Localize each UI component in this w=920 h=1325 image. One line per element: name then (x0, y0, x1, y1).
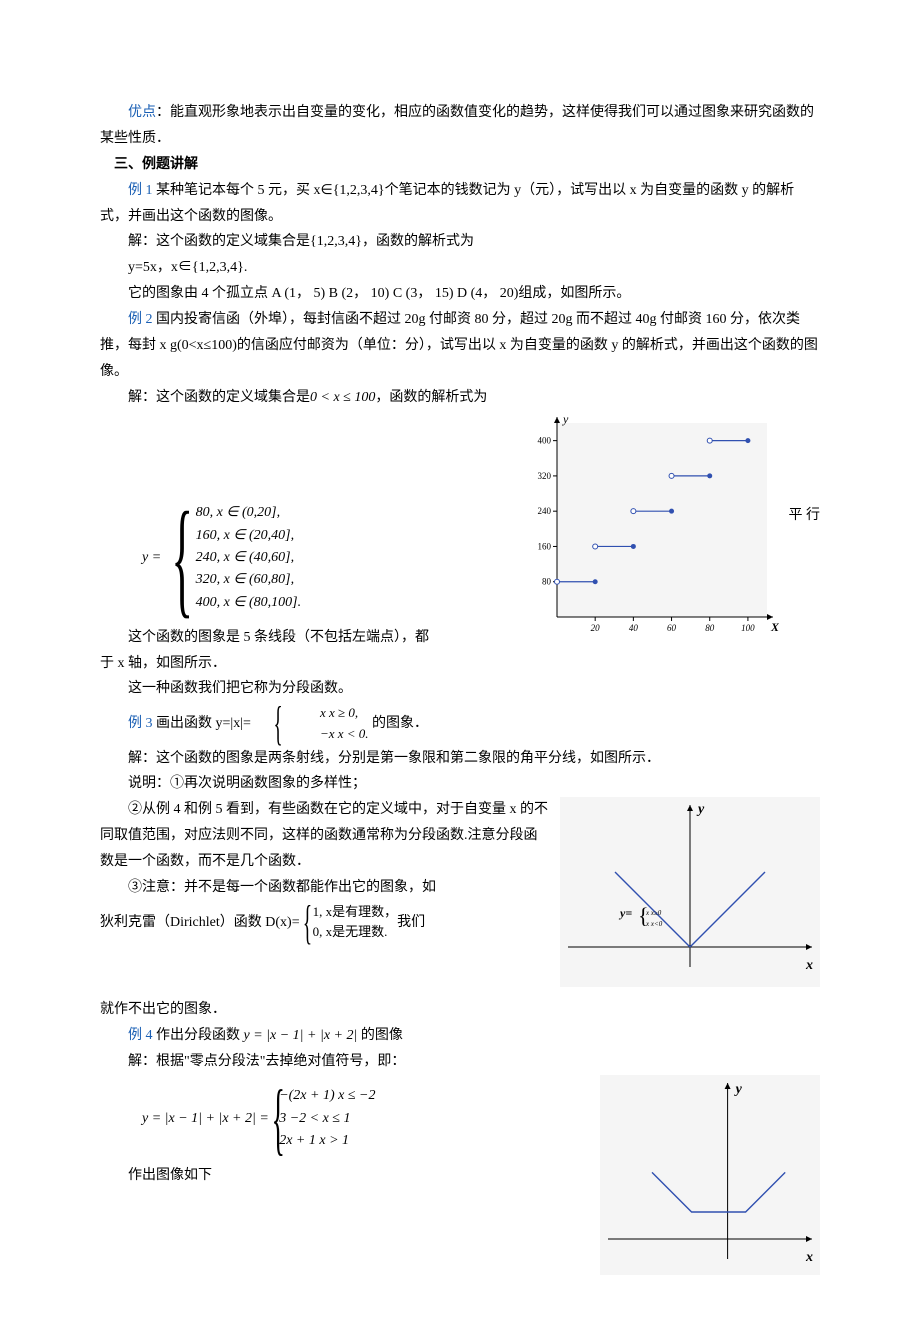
svg-text:80: 80 (705, 623, 715, 633)
brace-icon: { (303, 901, 312, 944)
ex3-note3a: ③注意：并不是每一个函数都能作出它的图象，如 (100, 875, 550, 901)
ex1-sol-intro: 解：这个函数的定义域集合是{1,2,3,4}，函数的解析式为 (100, 229, 820, 255)
ex2-text: 国内投寄信函（外埠），每封信函不超过 20g 付邮资 80 分，超过 20g 而… (100, 312, 818, 379)
ex3-text-a: 画出函数 y=|x|= (153, 716, 251, 731)
ex2-y-eq: y = (142, 545, 161, 571)
ex1-text: 某种笔记本每个 5 元，买 x∈{1,2,3,4}个笔记本的钱数记为 y（元），… (100, 183, 794, 224)
ex2-math-and-chart: y = { 80, x ∈ (0,20], 160, x ∈ (20,40], … (100, 411, 820, 651)
ex4-text-b: 的图像 (357, 1028, 403, 1043)
ex4-paragraph: 例 4 作出分段函数 y = |x − 1| + |x + 2| 的图像 (100, 1023, 820, 1049)
ex2-case-5: 400, x ∈ (80,100]. (196, 592, 302, 614)
ex2-note2: 这一种函数我们把它称为分段函数。 (100, 676, 820, 702)
svg-text:100: 100 (741, 623, 755, 633)
ex2-case-1: 80, x ∈ (0,20], (196, 502, 302, 524)
ex2-domain: 0 < x ≤ 100 (310, 390, 375, 405)
ex2-case-2: 160, x ∈ (20,40], (196, 525, 302, 547)
ex3-d-cases: 1, x是有理数， 0, x是无理数. (313, 902, 398, 944)
svg-text:400: 400 (537, 435, 551, 445)
ex3-sol: 解：这个函数的图象是两条射线，分别是第一象限和第二象限的角平分线，如图所示． (100, 746, 820, 772)
ex1-formula: y=5x，x∈{1,2,3,4}. (100, 255, 820, 281)
brace-icon: { (171, 500, 193, 617)
abs-chart: yxy={x x≥0x x<0 (560, 797, 820, 987)
ex1-paragraph: 例 1 某种笔记本每个 5 元，买 x∈{1,2,3,4}个笔记本的钱数记为 y… (100, 178, 820, 230)
ex4-text: 作出分段函数 (153, 1028, 241, 1043)
ex2-piecewise: y = { 80, x ∈ (0,20], 160, x ∈ (20,40], … (142, 500, 509, 617)
ex3-note-intro: 说明：①再次说明函数图象的多样性； (100, 771, 820, 797)
ex4-lhs: y = |x − 1| + |x + 2| = (142, 1106, 269, 1132)
svg-text:240: 240 (537, 506, 551, 516)
ex4-cases: −(2x + 1) x ≤ −2 3 −2 < x ≤ 1 2x + 1 x >… (279, 1085, 375, 1152)
ex3-case-top: x x ≥ 0, (292, 703, 369, 724)
svg-text:y: y (734, 1082, 743, 1097)
section-title: 三、例题讲解 (100, 152, 820, 178)
svg-text:60: 60 (667, 623, 677, 633)
ex2-sol-intro-line: 解：这个函数的定义域集合是0 < x ≤ 100，函数的解析式为 (100, 385, 820, 411)
svg-text:80: 80 (542, 576, 552, 586)
ex2-label: 例 2 (128, 312, 153, 327)
intro-paragraph: 优点：能直观形象地表示出自变量的变化，相应的函数值变化的趋势，这样使得我们可以通… (100, 100, 820, 152)
ex3-label: 例 3 (128, 716, 153, 731)
ex4-expr: y = |x − 1| + |x + 2| (244, 1028, 358, 1043)
ex3-d-top: 1, x是有理数， (313, 902, 398, 923)
ex4-tail: 作出图像如下 (100, 1163, 590, 1189)
svg-text:x x<0: x x<0 (645, 920, 663, 928)
svg-text:y: y (696, 802, 705, 817)
ex3-case-bot: −x x < 0. (292, 724, 369, 745)
ex2-note1c: 于 x 轴，如图所示． (100, 651, 820, 677)
ex4-piecewise: y = |x − 1| + |x + 2| = { −(2x + 1) x ≤ … (142, 1083, 590, 1155)
svg-text:x: x (805, 958, 813, 973)
ex2-cases: 80, x ∈ (0,20], 160, x ∈ (20,40], 240, x… (196, 502, 302, 614)
ex4-case-3: 2x + 1 x > 1 (279, 1130, 375, 1152)
step-chart: 20 40 60 80 100 80 160 240 320 400 Xy (519, 411, 779, 641)
ex2-note1a: 这个函数的图象是 5 条线段（不包括左端点），都 (100, 625, 429, 651)
ex3-note3b: 狄利克雷（Dirichlet）函数 D(x)= (100, 915, 300, 930)
ex4-case-2: 3 −2 < x ≤ 1 (279, 1108, 375, 1130)
svg-text:40: 40 (628, 623, 638, 633)
ex3-notes-and-chart: ②从例 4 和例 5 看到，有些函数在它的定义域中，对于自变量 x 的不同取值范… (100, 797, 820, 997)
ex3-d-bot: 0, x是无理数. (313, 922, 398, 943)
ex2-sol-intro: 解：这个函数的定义域集合是 (128, 390, 310, 405)
ex4-label: 例 4 (128, 1028, 153, 1043)
ex3-note3c: 我们 (397, 915, 425, 930)
ex1-label: 例 1 (128, 183, 153, 198)
intro-label: 优点 (128, 105, 156, 120)
svg-text:160: 160 (537, 541, 551, 551)
svg-text:320: 320 (537, 471, 551, 481)
ex4-math-and-chart: y = |x − 1| + |x + 2| = { −(2x + 1) x ≤ … (100, 1075, 820, 1285)
ex4-case-1: −(2x + 1) x ≤ −2 (279, 1085, 375, 1107)
intro-text: ：能直观形象地表示出自变量的变化，相应的函数值变化的趋势，这样使得我们可以通过图… (100, 105, 814, 146)
ex2-note1b: 平 行 (789, 508, 821, 523)
ex3-note3d: 就作不出它的图象． (100, 997, 820, 1023)
ex3-text-b: 的图象． (369, 716, 429, 731)
ex2-case-3: 240, x ∈ (40,60], (196, 547, 302, 569)
svg-text:y=: y= (618, 906, 632, 920)
ex2-note1-row: 这个函数的图象是 5 条线段（不包括左端点），都 (100, 625, 509, 651)
ex1-points: 它的图象由 4 个孤立点 A (1， 5) B (2， 10) C (3， 15… (100, 281, 820, 307)
ex3-note2: ②从例 4 和例 5 看到，有些函数在它的定义域中，对于自变量 x 的不同取值范… (100, 797, 550, 875)
ex3-dirichlet: 狄利克雷（Dirichlet）函数 D(x)={ 1, x是有理数， 0, x是… (100, 901, 550, 944)
ex4-sol-intro: 解：根据"零点分段法"去掉绝对值符号，即： (100, 1049, 820, 1075)
piecewise-chart: yx (600, 1075, 820, 1275)
svg-text:X: X (770, 620, 779, 634)
ex2-case-4: 320, x ∈ (60,80], (196, 569, 302, 591)
svg-text:x: x (805, 1250, 813, 1265)
svg-text:x x≥0: x x≥0 (645, 909, 662, 917)
brace-icon: { (262, 702, 282, 745)
ex3-cases: x x ≥ 0, −x x < 0. (292, 703, 369, 745)
ex3-paragraph: 例 3 画出函数 y=|x|= { x x ≥ 0, −x x < 0. 的图象． (100, 702, 820, 745)
brace-icon: { (271, 1083, 284, 1155)
svg-text:y: y (562, 412, 569, 426)
svg-text:20: 20 (590, 623, 600, 633)
ex2-sol-intro-tail: ，函数的解析式为 (375, 390, 487, 405)
ex2-paragraph: 例 2 国内投寄信函（外埠），每封信函不超过 20g 付邮资 80 分，超过 2… (100, 307, 820, 385)
